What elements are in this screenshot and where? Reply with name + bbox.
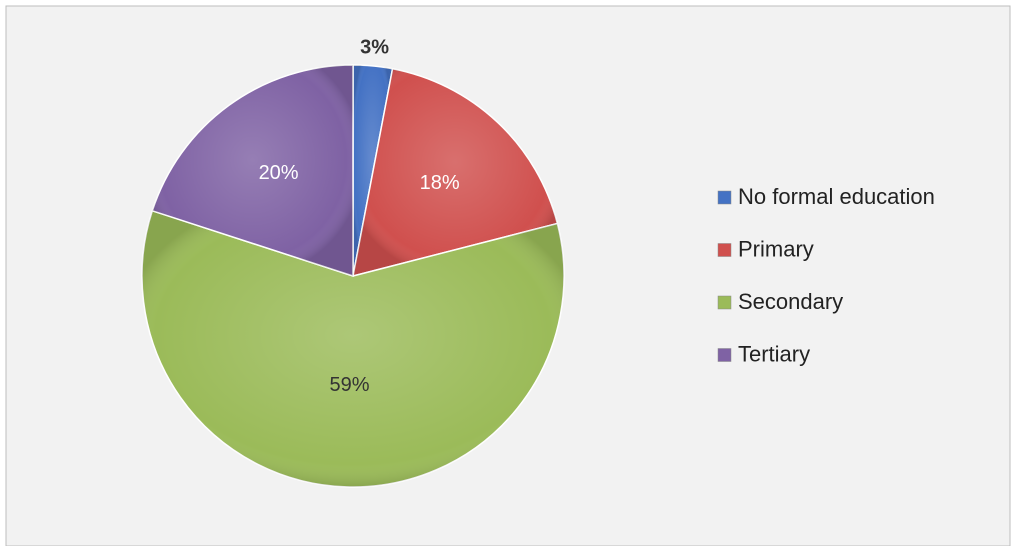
slice-shade [142,210,565,487]
data-label: 18% [420,172,460,194]
pie: 3% 18% 59% 20% [141,36,565,488]
slice-shade [353,68,558,276]
legend-label: Tertiary [738,341,810,366]
legend-label: Secondary [738,289,843,314]
legend-label: No formal education [738,184,935,209]
legend-swatch [717,243,732,257]
legend: No formal education Primary Secondary Terti… [717,184,935,366]
legend-label: Primary [738,236,814,261]
slice-shade [152,65,353,276]
data-label: 20% [259,162,299,184]
data-label: 3% [360,36,389,58]
legend-swatch [717,348,732,362]
legend-swatch [717,295,732,310]
data-label: 59% [330,374,370,396]
legend-swatch [717,190,732,205]
